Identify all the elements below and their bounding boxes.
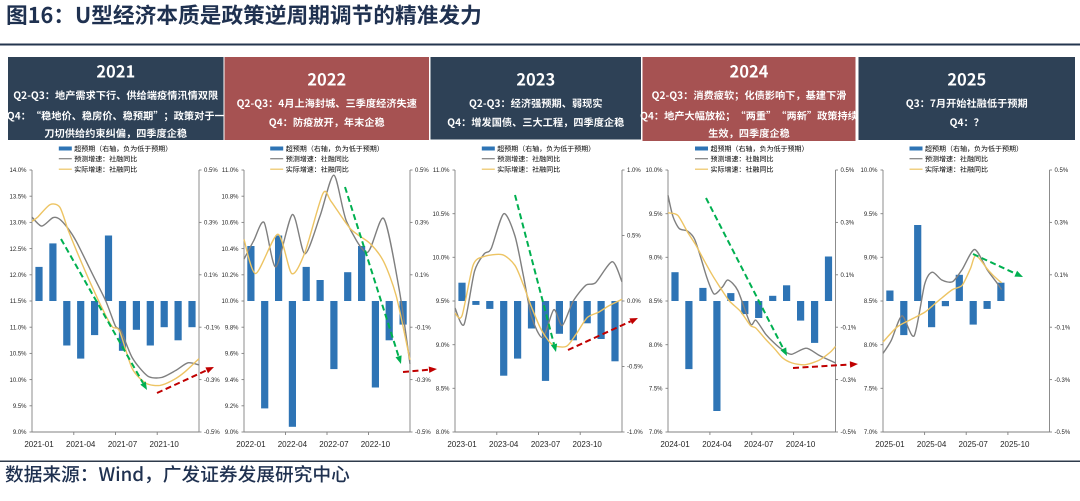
svg-text:8.0%: 8.0% [436, 430, 450, 436]
svg-text:7.0%: 7.0% [864, 430, 878, 436]
svg-text:2025-10: 2025-10 [1000, 440, 1030, 449]
svg-text:2021-10: 2021-10 [150, 440, 180, 449]
svg-text:-0.1%: -0.1% [1055, 325, 1071, 331]
svg-text:-0.3%: -0.3% [415, 378, 431, 384]
svg-text:0.3%: 0.3% [841, 221, 855, 227]
svg-text:0.3%: 0.3% [204, 221, 218, 227]
svg-text:-0.1%: -0.1% [204, 325, 220, 331]
svg-text:-0.3%: -0.3% [841, 378, 857, 384]
svg-text:11.5%: 11.5% [10, 299, 27, 305]
svg-text:9.0%: 9.0% [436, 343, 450, 349]
svg-text:-0.3%: -0.3% [204, 378, 220, 384]
svg-text:0.5%: 0.5% [1055, 168, 1069, 174]
svg-text:-0.5%: -0.5% [204, 430, 220, 436]
svg-text:-0.5%: -0.5% [841, 430, 857, 436]
svg-text:-0.5%: -0.5% [415, 430, 431, 436]
svg-text:10.0%: 10.0% [860, 168, 878, 174]
svg-text:10.6%: 10.6% [221, 221, 239, 227]
svg-text:9.0%: 9.0% [649, 256, 663, 262]
svg-text:12.5%: 12.5% [9, 247, 27, 253]
svg-text:11.0%: 11.0% [222, 168, 239, 174]
svg-text:2024-01: 2024-01 [660, 440, 690, 449]
svg-text:2023-10: 2023-10 [573, 440, 603, 449]
svg-text:9.0%: 9.0% [13, 430, 27, 436]
svg-text:10.5%: 10.5% [432, 212, 450, 218]
svg-text:11.0%: 11.0% [10, 325, 27, 331]
svg-text:10.5%: 10.5% [9, 352, 27, 358]
svg-text:2025-01: 2025-01 [875, 440, 905, 449]
svg-text:-1.0%: -1.0% [627, 430, 643, 436]
svg-text:10.0%: 10.0% [221, 299, 239, 305]
svg-text:9.4%: 9.4% [225, 378, 239, 384]
svg-text:11.0%: 11.0% [433, 168, 450, 174]
svg-text:2021-01: 2021-01 [24, 440, 54, 449]
svg-text:1.0%: 1.0% [627, 168, 641, 174]
svg-text:8.5%: 8.5% [649, 299, 663, 305]
svg-text:0.5%: 0.5% [204, 168, 218, 174]
svg-text:2022-07: 2022-07 [319, 440, 349, 449]
svg-text:0.3%: 0.3% [415, 221, 429, 227]
svg-text:10.8%: 10.8% [221, 194, 239, 200]
svg-text:14.0%: 14.0% [9, 168, 27, 174]
svg-text:2022-01: 2022-01 [236, 440, 266, 449]
svg-text:2021-04: 2021-04 [66, 440, 96, 449]
svg-text:9.6%: 9.6% [225, 352, 239, 358]
svg-text:8.0%: 8.0% [864, 343, 878, 349]
svg-text:2022-04: 2022-04 [278, 440, 308, 449]
svg-text:10.0%: 10.0% [432, 256, 450, 262]
svg-text:12.0%: 12.0% [9, 273, 27, 279]
svg-text:-0.1%: -0.1% [841, 325, 857, 331]
svg-text:2023-04: 2023-04 [489, 440, 519, 449]
svg-text:-0.5%: -0.5% [627, 365, 643, 371]
svg-text:9.0%: 9.0% [225, 430, 239, 436]
svg-text:2023-01: 2023-01 [447, 440, 477, 449]
svg-text:0.3%: 0.3% [1055, 221, 1069, 227]
svg-text:9.5%: 9.5% [649, 212, 663, 218]
svg-text:-0.5%: -0.5% [1055, 430, 1071, 436]
svg-text:-0.1%: -0.1% [415, 325, 431, 331]
svg-text:2024-04: 2024-04 [702, 440, 732, 449]
svg-text:7.0%: 7.0% [649, 430, 663, 436]
svg-text:0.5%: 0.5% [627, 234, 641, 240]
svg-text:9.2%: 9.2% [225, 404, 239, 410]
svg-text:9.5%: 9.5% [436, 299, 450, 305]
svg-text:7.5%: 7.5% [649, 387, 663, 393]
svg-text:9.0%: 9.0% [864, 256, 878, 262]
svg-text:0.0%: 0.0% [627, 299, 641, 305]
svg-text:10.0%: 10.0% [9, 378, 27, 384]
svg-text:0.1%: 0.1% [841, 273, 855, 279]
svg-text:0.1%: 0.1% [204, 273, 218, 279]
svg-text:10.0%: 10.0% [645, 168, 663, 174]
svg-text:0.1%: 0.1% [1055, 273, 1069, 279]
svg-text:-0.3%: -0.3% [1055, 378, 1071, 384]
svg-text:9.8%: 9.8% [225, 325, 239, 331]
svg-text:8.0%: 8.0% [649, 343, 663, 349]
svg-text:0.5%: 0.5% [841, 168, 855, 174]
svg-text:7.5%: 7.5% [864, 387, 878, 393]
svg-text:2023-07: 2023-07 [531, 440, 561, 449]
svg-text:2021-07: 2021-07 [108, 440, 138, 449]
svg-text:2024-10: 2024-10 [786, 440, 816, 449]
svg-text:8.5%: 8.5% [864, 299, 878, 305]
svg-text:13.0%: 13.0% [9, 221, 27, 227]
svg-text:10.4%: 10.4% [221, 247, 239, 253]
svg-text:10.2%: 10.2% [221, 273, 239, 279]
svg-text:2022-10: 2022-10 [361, 440, 391, 449]
svg-text:0.5%: 0.5% [415, 168, 429, 174]
svg-text:0.1%: 0.1% [415, 273, 429, 279]
svg-text:8.5%: 8.5% [436, 387, 450, 393]
svg-text:9.5%: 9.5% [864, 212, 878, 218]
svg-text:13.5%: 13.5% [9, 194, 27, 200]
svg-text:2025-07: 2025-07 [959, 440, 989, 449]
svg-text:2024-07: 2024-07 [744, 440, 774, 449]
svg-text:2025-04: 2025-04 [917, 440, 947, 449]
svg-text:9.5%: 9.5% [13, 404, 27, 410]
